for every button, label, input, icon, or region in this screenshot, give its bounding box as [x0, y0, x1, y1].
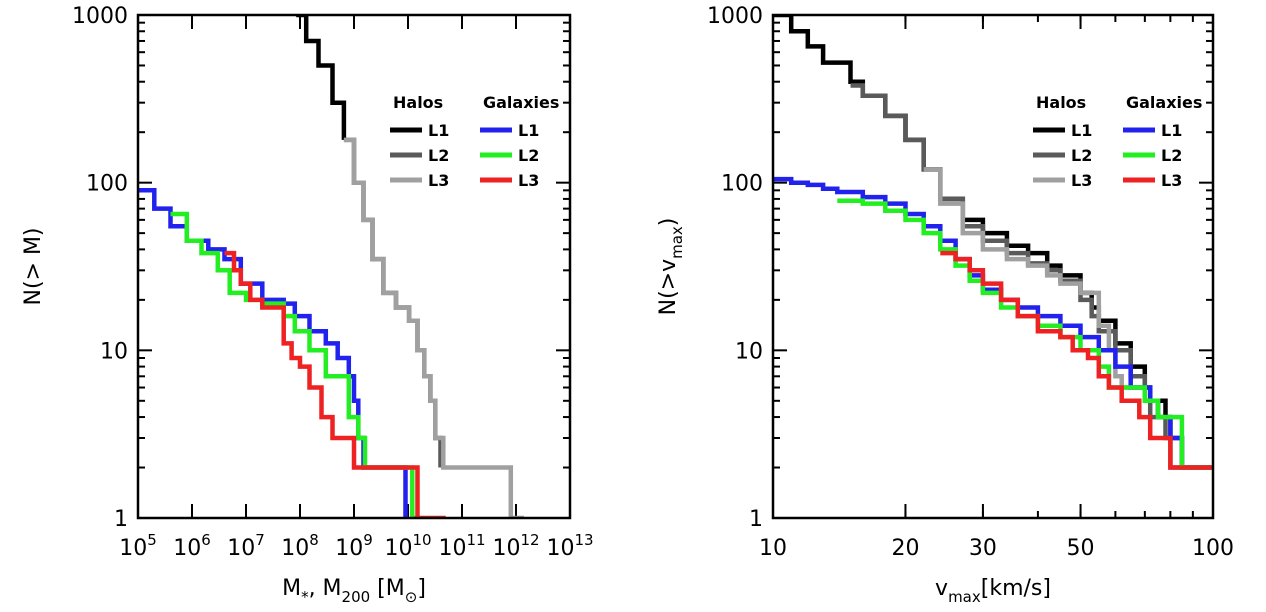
x-tick-label: 30 — [969, 536, 997, 561]
x-tick-label: 109 — [335, 531, 373, 561]
galaxies-l3-line — [940, 250, 1213, 470]
galaxies-l2-line — [837, 198, 1213, 470]
galaxies-l3-line — [224, 250, 446, 518]
halos-l3-line — [343, 137, 524, 518]
series-group — [138, 15, 524, 518]
series-group — [773, 15, 1213, 470]
x-tick-label: 105 — [119, 531, 157, 561]
x-label-part: [M — [370, 576, 405, 601]
galaxies-l1-line — [773, 176, 1213, 470]
x-label-sub: ⊙ — [405, 588, 418, 606]
x-tick-exponent: 6 — [201, 531, 211, 549]
legend-label-halos-l1: L1 — [1071, 121, 1092, 140]
legend-label-galaxies-l1: L1 — [1161, 121, 1182, 140]
legend-label-galaxies-l2: L2 — [518, 146, 539, 165]
legend-label-galaxies-l1: L1 — [518, 121, 539, 140]
y-tick-label: 1 — [749, 507, 763, 532]
x-tick-exponent: 7 — [255, 531, 265, 549]
legend-label-halos-l3: L3 — [428, 171, 449, 190]
x-tick-exponent: 12 — [520, 531, 539, 549]
legend: Halos Galaxies L1 L2 L3 L1 L2 L3 — [1033, 93, 1202, 190]
x-label-sub: * — [301, 588, 309, 606]
x-label-sub: max — [948, 588, 981, 606]
legend: Halos Galaxies L1 L2 L3 L1 L2 L3 — [390, 93, 559, 190]
x-tick-label: 1012 — [492, 531, 539, 561]
x-axis-label: vmax[km/s] — [935, 576, 1051, 606]
y-label-part: ) — [656, 218, 681, 227]
legend-label-galaxies-l2: L2 — [1161, 146, 1182, 165]
x-tick-base: 10 — [281, 536, 309, 561]
x-tick-base: 10 — [335, 536, 363, 561]
x-tick-exponent: 5 — [147, 531, 157, 549]
x-tick-base: 10 — [546, 536, 574, 561]
x-tick-exponent: 10 — [412, 531, 431, 549]
galaxies-l2-line — [170, 211, 416, 518]
legend-title-halos: Halos — [393, 93, 443, 112]
y-tick-label: 1000 — [72, 4, 128, 29]
x-tick-base: 10 — [173, 536, 201, 561]
legend-label-halos-l3: L3 — [1071, 171, 1092, 190]
x-tick-base: 10 — [492, 536, 520, 561]
plot-frame — [136, 13, 572, 520]
x-tick-label: 1010 — [384, 531, 431, 561]
x-label-sub: 200 — [342, 588, 371, 606]
legend-label-halos-l2: L2 — [428, 146, 449, 165]
x-tick-exponent: 11 — [466, 531, 485, 549]
y-tick-label: 10 — [735, 339, 763, 364]
x-label-part: [km/s] — [981, 576, 1051, 601]
x-tick-base: 10 — [384, 536, 412, 561]
legend-title-galaxies: Galaxies — [1126, 93, 1202, 112]
x-tick-base: 10 — [119, 536, 147, 561]
x-tick-label: 108 — [281, 531, 319, 561]
x-tick-exponent: 13 — [574, 531, 593, 549]
x-tick-label: 10 — [759, 536, 787, 561]
legend-label-galaxies-l3: L3 — [518, 171, 539, 190]
x-tick-base: 10 — [438, 536, 466, 561]
y-tick-label: 10 — [100, 339, 128, 364]
y-label-sub: max — [668, 226, 686, 259]
x-tick-base: 10 — [227, 536, 255, 561]
x-tick-label: 1013 — [546, 531, 593, 561]
y-axis-label: N(> M) — [21, 227, 46, 305]
x-label-part: M — [282, 576, 301, 601]
x-label-part: v — [935, 576, 948, 601]
x-tick-label: 20 — [891, 536, 919, 561]
legend-label-halos-l2: L2 — [1071, 146, 1092, 165]
y-tick-label: 1000 — [707, 4, 763, 29]
y-axis-label: N(>vmax) — [656, 218, 686, 316]
minor-ticks — [773, 15, 1213, 518]
legend-label-galaxies-l3: L3 — [1161, 171, 1182, 190]
halos-l1-line — [296, 15, 347, 140]
x-tick-label: 107 — [227, 531, 265, 561]
x-axis-label: M*, M200 [M⊙] — [282, 576, 426, 606]
x-tick-label: 100 — [1192, 536, 1234, 561]
legend-title-galaxies: Galaxies — [483, 93, 559, 112]
legend-label-halos-l1: L1 — [428, 121, 449, 140]
x-tick-exponent: 8 — [309, 531, 319, 549]
y-tick-label: 100 — [721, 172, 763, 197]
x-tick-label: 106 — [173, 531, 211, 561]
y-tick-label: 100 — [86, 172, 128, 197]
y-label-part: N(>v — [656, 259, 681, 316]
plot-frame — [771, 13, 1215, 520]
y-tick-label: 1 — [114, 507, 128, 532]
x-tick-exponent: 9 — [363, 531, 373, 549]
x-tick-label: 1011 — [438, 531, 485, 561]
x-label-part: ] — [417, 576, 426, 601]
major-ticks — [772, 14, 1214, 519]
x-label-part: , M — [309, 576, 342, 601]
legend-title-halos: Halos — [1036, 93, 1086, 112]
x-tick-label: 50 — [1067, 536, 1095, 561]
